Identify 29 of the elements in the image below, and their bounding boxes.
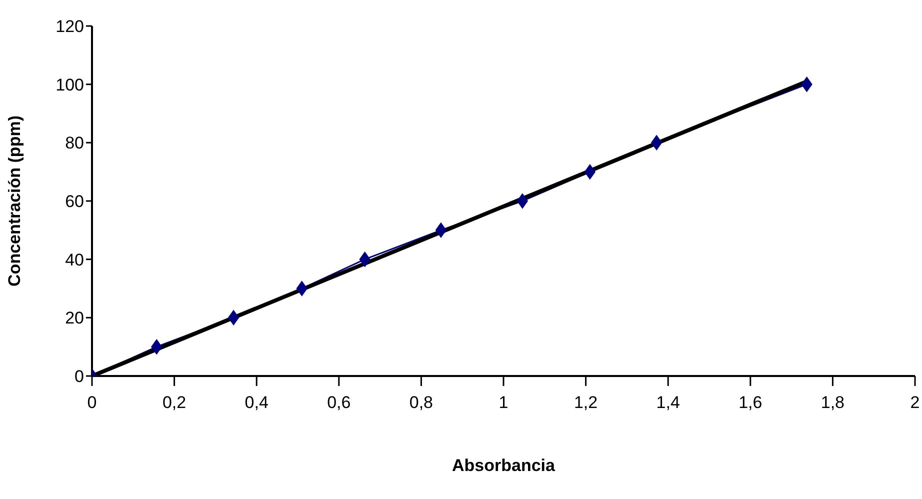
x-tick-label: 1,8 — [820, 393, 845, 412]
point — [801, 76, 812, 92]
x-tick-label: 1,2 — [574, 393, 598, 412]
x-tick-label: 1,6 — [738, 393, 762, 412]
point — [296, 281, 308, 296]
x-tick-label: 0,2 — [162, 393, 186, 412]
y-tick-label: 0 — [74, 367, 84, 386]
y-tick-label: 40 — [65, 250, 84, 270]
y-tick-label: 120 — [56, 17, 84, 36]
x-tick-label: 1 — [498, 393, 508, 412]
y-tick-label: 100 — [56, 75, 84, 94]
y-tick-label: 60 — [65, 192, 84, 212]
x-tick-label: 1,4 — [656, 393, 680, 412]
point — [584, 164, 596, 180]
point — [435, 222, 446, 238]
x-tick-label: 0,4 — [244, 393, 268, 412]
x-tick-label: 0,8 — [409, 393, 434, 412]
y-tick-label: 80 — [65, 134, 84, 153]
y-tick-label: 20 — [65, 308, 84, 328]
x-tick-label: 2 — [910, 393, 920, 412]
y-axis-title: Concentración (ppm) — [5, 116, 24, 286]
point — [516, 194, 528, 208]
x-tick-label: 0 — [87, 393, 97, 412]
point — [651, 135, 662, 150]
point — [228, 310, 240, 326]
point — [359, 252, 370, 267]
x-axis-title: Absorbancia — [452, 456, 556, 475]
x-tick-label: 0,6 — [327, 393, 351, 412]
point — [151, 339, 162, 354]
